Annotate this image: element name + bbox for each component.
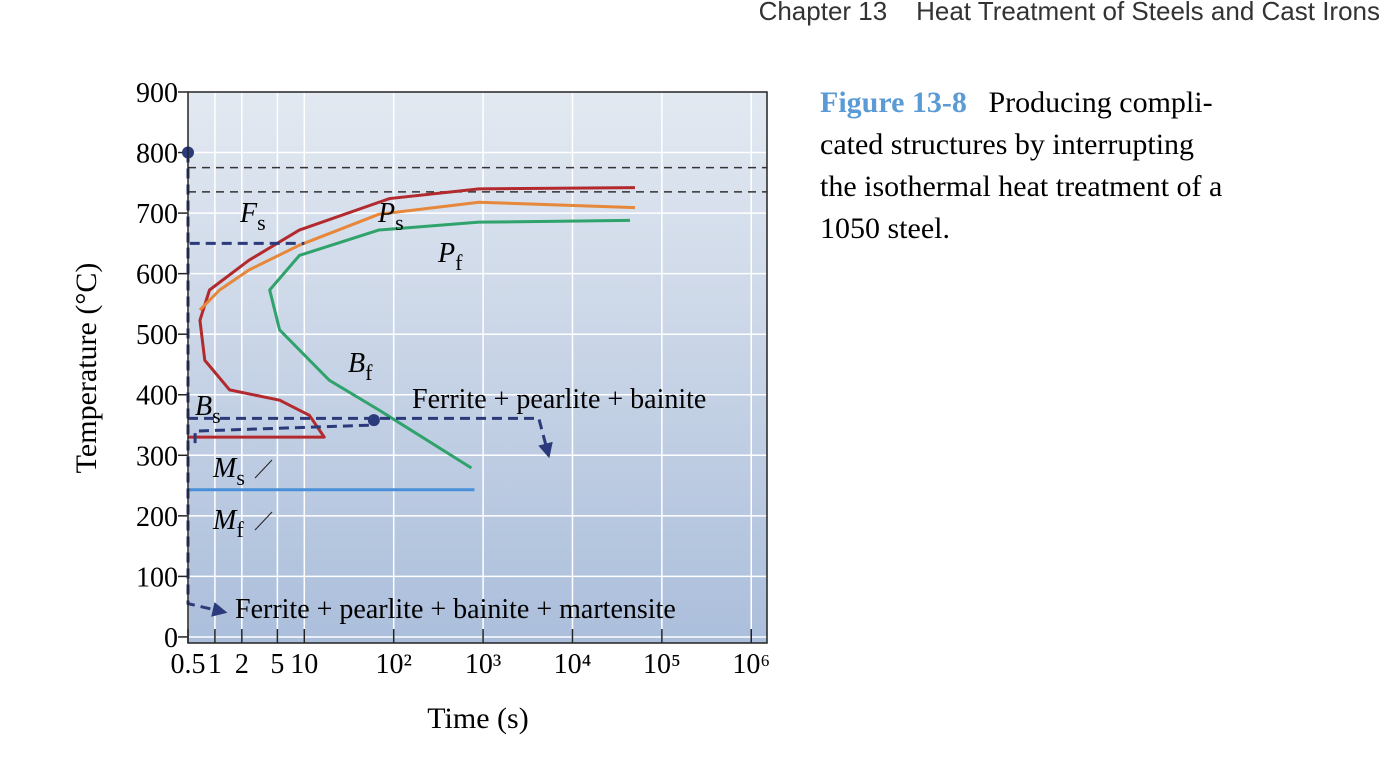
transformation-curve <box>188 186 635 439</box>
annotation: Ferrite + pearlite + bainite <box>412 384 706 415</box>
x-axis-title: Time (s) <box>427 702 528 735</box>
annotation-text: M <box>212 453 238 484</box>
x-tick-label: 1 <box>208 649 222 680</box>
annotation-subscript: s <box>236 465 245 490</box>
annotation-subscript: f <box>236 517 244 542</box>
hold-point <box>367 414 380 427</box>
y-tick-label: 300 <box>136 441 178 472</box>
annotation: Ms <box>212 453 245 490</box>
x-tick-label: 10⁶ <box>732 649 770 680</box>
annotation-text: M <box>212 505 238 536</box>
caption-line: Producing compli- <box>988 86 1212 119</box>
caption-line: the isothermal heat treatment of a <box>820 170 1222 203</box>
annotation: Fs <box>239 198 266 235</box>
y-tick-label: 0 <box>164 623 178 654</box>
cooling-path <box>193 423 374 444</box>
annotation-text: Ferrite + pearlite + bainite + martensit… <box>235 594 676 625</box>
plot-frame <box>187 91 768 644</box>
x-tick-label: 2 <box>235 649 249 680</box>
caption-line: 1050 steel. <box>820 212 950 245</box>
x-tick-label: 5 <box>270 649 284 680</box>
caption-line: cated structures by interrupting <box>820 128 1194 161</box>
annotation: Ps <box>377 198 404 235</box>
transformation-curve <box>268 218 631 470</box>
x-tick-label: 0.5 <box>171 649 206 680</box>
y-tick-label: 700 <box>136 199 178 230</box>
annotation-text: B <box>195 391 212 422</box>
y-tick-label: 500 <box>136 320 178 351</box>
y-tick-label: 200 <box>136 502 178 533</box>
annotation-subscript: f <box>455 250 463 275</box>
cooling-path <box>188 416 553 459</box>
y-tick-label: 900 <box>136 78 178 109</box>
annotation-subscript: s <box>257 210 266 235</box>
annotation: Pf <box>437 238 463 275</box>
x-tick-label: 10⁴ <box>554 649 592 680</box>
y-axis-title: Temperature (°C) <box>70 263 103 474</box>
annotation-text: P <box>377 198 395 229</box>
page-header: Chapter 13 Heat Treatment of Steels and … <box>759 0 1380 26</box>
y-tick-label: 100 <box>136 562 178 593</box>
caption: Figure 13-8 Producing compli- <box>820 86 1213 119</box>
annotation: Bs <box>195 391 221 428</box>
leader-line <box>254 459 273 479</box>
annotation-subscript: s <box>212 403 221 428</box>
annotation: Bf <box>348 348 373 385</box>
y-tick-label: 800 <box>136 139 178 170</box>
x-tick-label: 10³ <box>465 649 501 680</box>
x-tick-label: 10² <box>375 649 411 680</box>
annotation-subscript: f <box>365 360 373 385</box>
plot-area <box>188 92 767 643</box>
x-tick-label: 10 <box>290 649 318 680</box>
transformation-curve <box>198 200 636 312</box>
leader-line <box>254 511 273 531</box>
y-tick-label: 400 <box>136 381 178 412</box>
annotation-subscript: s <box>395 210 404 235</box>
annotation: Ferrite + pearlite + bainite + martensit… <box>235 594 676 625</box>
annotation: Mf <box>212 505 244 542</box>
caption-label: Figure 13-8 <box>820 86 967 119</box>
y-tick-label: 600 <box>136 260 178 291</box>
x-tick-label: 10⁵ <box>643 649 681 680</box>
annotation-text: P <box>437 238 455 269</box>
annotation-text: Ferrite + pearlite + bainite <box>412 384 706 415</box>
annotation-text: B <box>348 348 365 379</box>
annotation-text: F <box>239 198 258 229</box>
